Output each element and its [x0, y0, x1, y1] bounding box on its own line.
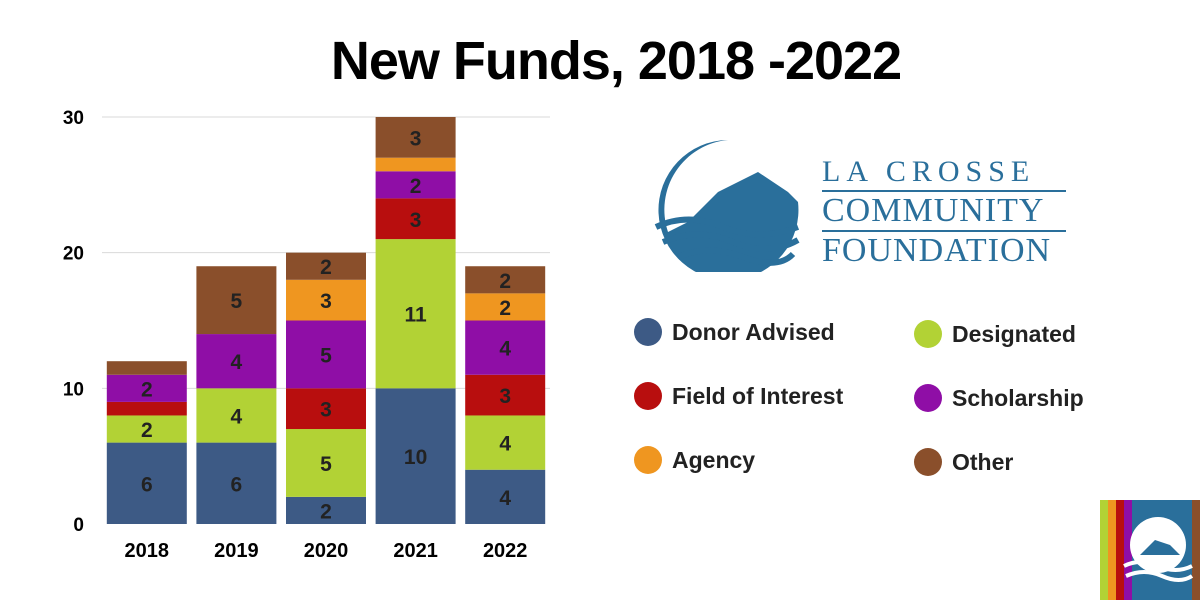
bar-segment: [465, 293, 546, 321]
legend-item-donor-advised: Donor Advised: [634, 318, 835, 346]
legend-label: Designated: [952, 320, 1076, 347]
legend-swatch: [914, 448, 942, 476]
x-tick-label: 2018: [125, 540, 170, 562]
bar-segment: [375, 117, 456, 158]
legend-item-other: Other: [914, 448, 1013, 476]
bar-segment: [106, 415, 187, 443]
data-label: 2: [141, 419, 153, 442]
logo-line-1: LA CROSSE: [822, 155, 1036, 188]
data-label: 5: [320, 453, 332, 476]
legend-swatch: [914, 384, 942, 412]
data-label: 3: [410, 127, 422, 150]
y-tick-label: 20: [63, 244, 84, 265]
data-label: 2: [320, 256, 332, 279]
data-label: 2: [499, 297, 511, 320]
bar-segment: [375, 157, 456, 172]
bar-segment: [465, 469, 546, 524]
data-label: 2: [320, 500, 332, 523]
data-label: 2: [499, 270, 511, 293]
logo-rule: [822, 230, 1066, 232]
y-tick-label: 30: [63, 108, 84, 129]
data-label: 3: [320, 399, 332, 422]
corner-logo-icon: [1100, 500, 1200, 600]
legend-label: Scholarship: [952, 384, 1084, 411]
bar-segment: [286, 388, 366, 430]
data-label: 4: [231, 351, 243, 374]
foundation-logo-icon: [654, 140, 800, 272]
bar-segment: [106, 361, 187, 375]
legend-item-designated: Designated: [914, 320, 1076, 348]
data-label: 3: [410, 209, 422, 232]
logo-line-3: FOUNDATION: [822, 232, 1052, 269]
legend-label: Field of Interest: [672, 382, 844, 409]
legend-swatch: [914, 320, 942, 348]
bar-segment: [196, 266, 277, 335]
x-tick-label: 2019: [214, 540, 259, 562]
bar-segment: [375, 239, 456, 389]
data-label: 5: [320, 344, 332, 367]
legend-item-field-of-interest: Field of Interest: [634, 382, 843, 410]
data-label: 5: [231, 290, 243, 313]
chart-title: New Funds, 2018 -2022: [330, 31, 902, 91]
bar-segment: [465, 374, 546, 416]
legend-swatch: [634, 446, 662, 474]
bar-segment: [375, 198, 456, 240]
bar-segment: [465, 415, 546, 470]
y-tick-label: 10: [63, 379, 84, 400]
data-label: 2: [141, 378, 153, 401]
data-label: 3: [320, 290, 332, 313]
legend-label: Other: [952, 448, 1014, 475]
bar-segment: [465, 266, 546, 294]
logo-rule: [822, 190, 1066, 192]
data-label: 11: [404, 304, 427, 327]
data-label: 4: [499, 433, 511, 456]
bar-segment: [286, 279, 366, 321]
y-tick-label: 0: [73, 515, 84, 536]
bar-segment: [375, 171, 456, 199]
bar-segment: [286, 320, 366, 389]
data-label: 10: [404, 446, 427, 469]
data-label: 6: [141, 473, 153, 496]
bar-segment: [196, 334, 277, 389]
x-tick-label: 2022: [483, 540, 528, 562]
x-tick-label: 2021: [393, 540, 438, 562]
data-label: 3: [499, 385, 511, 408]
data-label: 4: [499, 338, 511, 361]
logo-line-2: COMMUNITY: [822, 192, 1045, 229]
bar-segment: [106, 374, 187, 402]
legend-label: Agency: [672, 446, 756, 473]
bar-segment: [465, 320, 546, 375]
bar-segment: [196, 442, 277, 524]
legend-label: Donor Advised: [672, 318, 835, 345]
data-label: 4: [499, 487, 511, 510]
legend-swatch: [634, 382, 662, 410]
stacked-bar-chart: 0 10 20 30 6 2 2 2018 6 4 4 5 2019 2 5 3 5 3 2 2020 10 11 3 2 3 2…: [63, 108, 550, 562]
bar-segment: [106, 442, 187, 524]
legend-item-agency: Agency: [634, 446, 755, 474]
bar-segment: [286, 429, 366, 497]
bar-segment: [286, 496, 366, 524]
x-tick-label: 2020: [304, 540, 349, 562]
legend-item-scholarship: Scholarship: [914, 384, 1084, 412]
data-label: 6: [231, 473, 243, 496]
bar-segment: [286, 252, 366, 280]
data-label: 2: [410, 175, 422, 198]
foundation-logo-text: LA CROSSE COMMUNITY FOUNDATION: [822, 156, 1066, 268]
bar-segment: [196, 388, 277, 443]
bar-segment: [375, 388, 456, 524]
data-label: 4: [231, 405, 243, 428]
legend-swatch: [634, 318, 662, 346]
bar-segment: [106, 401, 187, 416]
